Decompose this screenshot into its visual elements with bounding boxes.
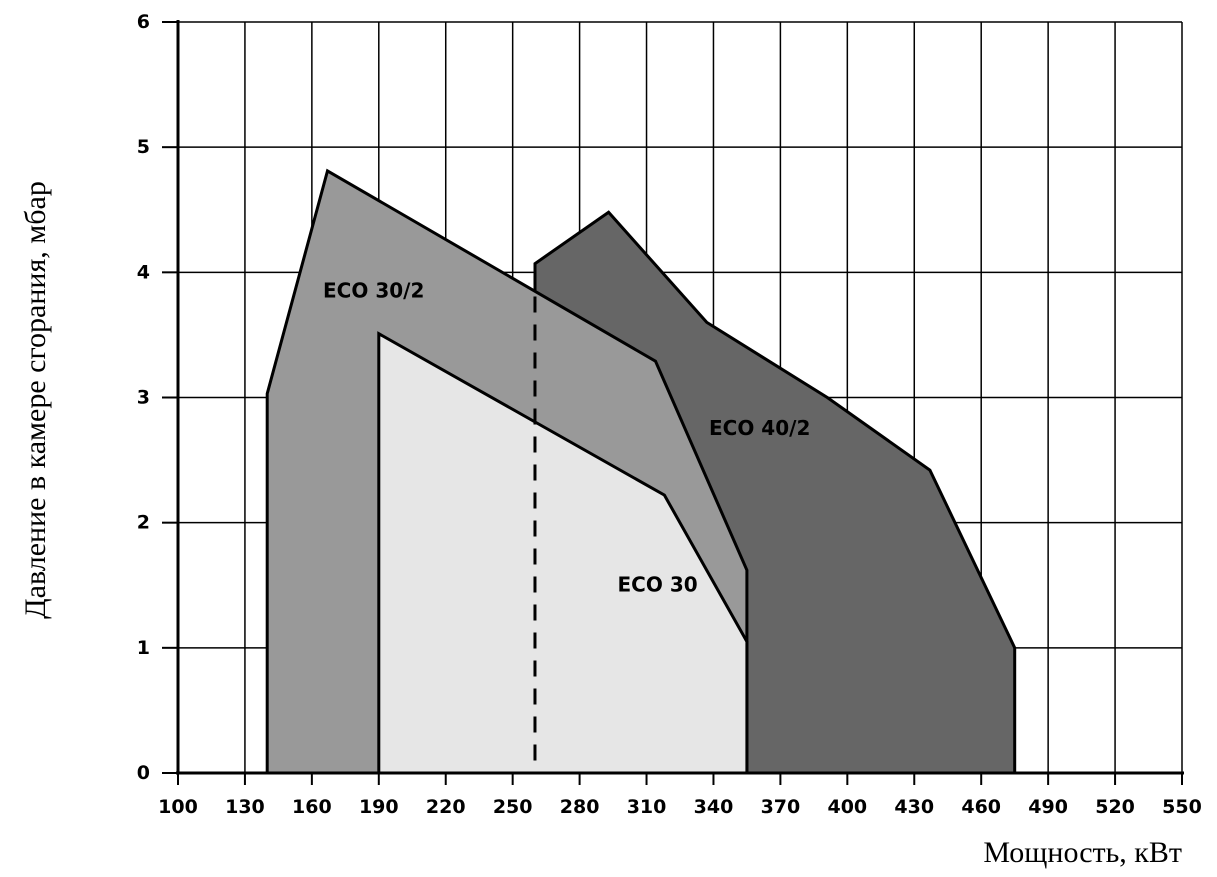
- x-tick-label: 550: [1162, 796, 1202, 818]
- y-tick-label: 2: [137, 512, 150, 534]
- y-tick-label: 1: [137, 637, 150, 659]
- x-tick-label: 340: [694, 796, 734, 818]
- x-tick-label: 430: [894, 796, 934, 818]
- x-tick-label: 100: [158, 796, 198, 818]
- plot-frame: [162, 20, 1184, 785]
- label-eco-30-2: ECO 30/2: [323, 278, 424, 302]
- x-tick-label: 460: [961, 796, 1001, 818]
- x-tick-label: 220: [426, 796, 466, 818]
- x-tick-label: 400: [827, 796, 867, 818]
- x-tick-label: 370: [761, 796, 801, 818]
- x-tick-label: 190: [359, 796, 399, 818]
- label-eco-40-2: ECO 40/2: [709, 416, 810, 440]
- y-tick-label: 0: [137, 762, 150, 784]
- x-tick-label: 310: [627, 796, 667, 818]
- y-tick-label: 3: [137, 387, 150, 409]
- x-tick-label: 250: [493, 796, 533, 818]
- x-tick-label: 520: [1095, 796, 1135, 818]
- x-tick-label: 160: [292, 796, 332, 818]
- x-tick-label: 130: [225, 796, 265, 818]
- y-tick-label: 5: [137, 136, 150, 158]
- y-tick-label: 6: [137, 11, 150, 33]
- x-axis-label: Мощность, кВт: [983, 836, 1182, 869]
- y-axis-label: Давление в камере сгорания, мбар: [19, 181, 52, 619]
- label-eco-30: ECO 30: [618, 573, 698, 597]
- y-tick-label: 4: [137, 261, 150, 283]
- x-tick-label: 280: [560, 796, 600, 818]
- tick-labels: 100 130 160 190 220 250 280 310 340 370 400 430 460 4…: [137, 11, 1202, 818]
- regions: [265, 168, 1017, 775]
- region-labels: ECO 40/2 ECO 30/2 ECO 30: [323, 278, 810, 596]
- x-tick-label: 490: [1028, 796, 1068, 818]
